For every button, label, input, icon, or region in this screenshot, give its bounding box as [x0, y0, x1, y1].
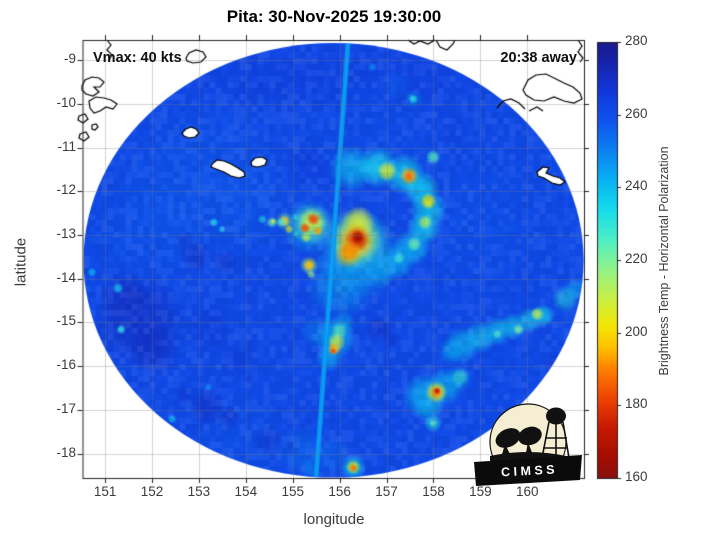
y-tick-label: -15 — [56, 313, 76, 329]
colorbar-tick-label: 240 — [625, 178, 648, 194]
y-axis-title: latitude — [12, 237, 30, 287]
vmax-annotation: Vmax: 40 kts — [93, 50, 182, 66]
page-title: Pita: 30-Nov-2025 19:30:00 — [226, 7, 442, 26]
x-tick-label: 157 — [375, 484, 398, 499]
x-tick-label: 152 — [140, 484, 164, 499]
x-tick-label: 153 — [187, 484, 211, 499]
x-tick-label: 154 — [234, 484, 258, 499]
logo-banner — [474, 455, 582, 486]
colorbar-tick-label: 260 — [625, 105, 648, 121]
colorbar-tick-label: 220 — [625, 251, 648, 266]
y-tick-label: -14 — [56, 269, 76, 285]
time-away-annotation: 20:38 away — [500, 50, 577, 66]
x-tick-label: 159 — [469, 484, 492, 499]
colorbar-tick-label: 280 — [625, 33, 648, 48]
x-tick-label: 160 — [516, 484, 539, 499]
colorbar-tick-label: 200 — [625, 323, 648, 339]
y-tick-label: -10 — [56, 94, 76, 110]
x-tick-label: 158 — [422, 484, 445, 499]
logo-text: C I M S S — [501, 463, 555, 480]
y-tick-label: -16 — [56, 357, 76, 373]
colorbar-tick-label: 180 — [625, 396, 648, 412]
x-axis-title: longitude — [303, 511, 365, 528]
y-tick-label: -13 — [56, 225, 76, 241]
colorbar-title: Brightness Temp - Horizontal Polarizatio… — [657, 146, 671, 376]
y-tick-label: -17 — [56, 400, 76, 416]
x-tick-label: 156 — [328, 484, 351, 499]
x-tick-label: 155 — [281, 484, 304, 499]
y-tick-label: -9 — [63, 51, 76, 67]
cimss-logo: C I M S S — [474, 403, 582, 486]
y-tick-label: -18 — [56, 444, 76, 460]
y-tick-label: -12 — [56, 182, 76, 198]
y-tick-label: -11 — [57, 138, 76, 154]
colorbar-tick-label: 160 — [625, 469, 648, 484]
x-tick-label: 151 — [93, 484, 117, 499]
water-tower-icon — [541, 407, 570, 459]
